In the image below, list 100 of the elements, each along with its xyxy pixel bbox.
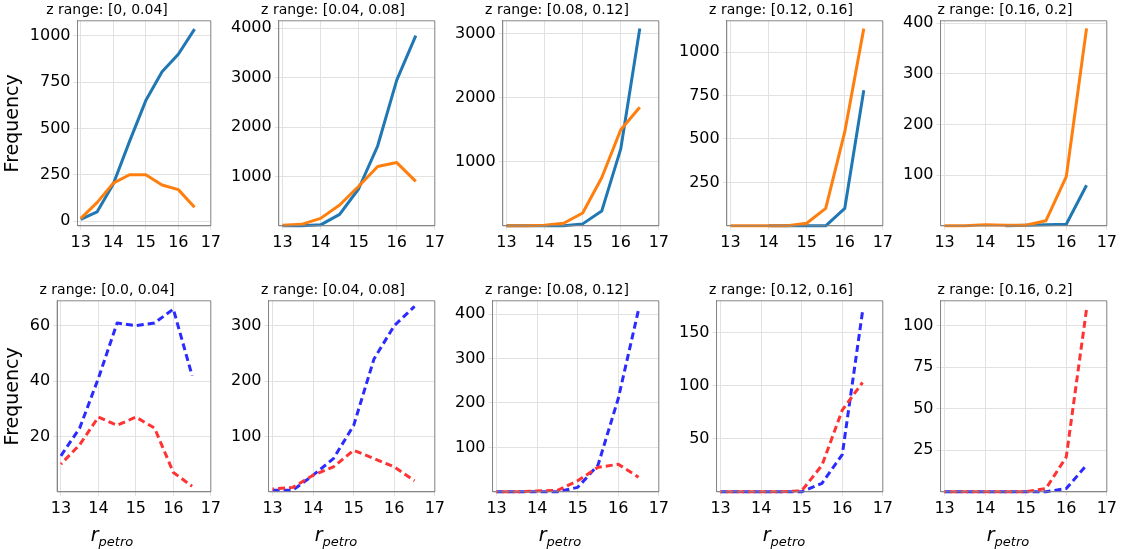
y-tick-label: 300 [902,63,934,83]
y-tick-label: 300 [454,347,486,367]
x-tick-label: 16 [163,497,184,517]
y-tick-label: 500 [689,128,720,148]
line-series [495,462,641,494]
x-tick-label: 13 [50,497,72,517]
y-tick-label: 250 [39,163,71,183]
x-tick-label: 16 [1056,231,1077,251]
line-series [59,415,194,488]
chart-title: z range: [0.04, 0.08] [261,1,405,18]
x-tick-label: 15 [791,497,812,517]
x-tick-label: 17 [648,497,669,517]
x-tick-label: 13 [720,231,741,251]
x-tick-label: 16 [834,231,855,251]
x-tick-label: 17 [648,231,669,251]
x-tick-label: 16 [608,497,629,517]
x-tick-label: 17 [200,231,221,251]
x-tick-label: 15 [572,231,593,251]
x-tick-label: 13 [934,231,955,251]
x-tick-label: 14 [302,497,324,517]
x-tick-label: 15 [348,231,369,251]
y-tick-label: 4000 [231,17,272,37]
x-tick-label: 13 [272,231,293,251]
x-tick-label: 14 [974,231,996,251]
x-axis-title: r$_{petro}$ [985,523,1031,549]
chart-title: z range: [0.08, 0.12] [485,1,629,18]
x-tick-label: 15 [125,497,147,517]
x-tick-label: 14 [310,231,331,251]
y-tick-label: 3000 [231,66,272,86]
y-axis-title: Frequency [0,74,23,173]
x-tick-label: 16 [832,497,853,517]
chart-title: z range: [0.12, 0.16] [709,281,853,298]
line-series [943,307,1089,494]
x-tick-label: 15 [1015,231,1036,251]
y-tick-label: 200 [902,113,934,133]
y-tick-label: 2000 [231,116,272,136]
line-series [271,304,417,492]
x-tick-label: 17 [424,497,445,517]
chart-title: z range: [0.08, 0.12] [485,281,629,298]
y-tick-label: 300 [230,314,262,334]
y-tick-label: 400 [902,12,934,32]
x-tick-label: 13 [262,497,283,517]
y-tick-label: 100 [678,374,710,394]
x-tick-label: 13 [486,497,507,517]
x-tick-label: 15 [796,231,817,251]
y-tick-label: 20 [29,425,51,445]
y-axis-title: Frequency [0,347,23,446]
x-tick-label: 17 [1096,231,1117,251]
line-series [719,309,865,494]
y-tick-label: 500 [39,117,71,137]
y-tick-label: 50 [689,427,710,447]
y-tick-label: 400 [454,303,486,323]
x-tick-label: 14 [526,497,548,517]
y-tick-label: 100 [902,164,934,184]
x-axis-title: r$_{petro}$ [761,523,807,549]
y-tick-label: 50 [913,397,934,417]
y-tick-label: 1000 [679,41,720,61]
x-axis-title: r$_{petro}$ [537,523,583,549]
x-tick-label: 15 [135,231,156,251]
chart-title: z range: [0, 0.04] [46,1,168,18]
y-tick-label: 2000 [455,86,496,106]
y-tick-label: 750 [689,84,720,104]
x-tick-label: 13 [710,497,731,517]
x-tick-label: 15 [1015,497,1036,517]
x-tick-label: 13 [70,231,91,251]
x-tick-label: 16 [1056,497,1077,517]
y-tick-label: 200 [230,370,262,390]
x-tick-label: 17 [1096,497,1117,517]
y-tick-label: 40 [29,370,51,390]
x-tick-label: 16 [610,231,631,251]
y-tick-label: 100 [230,425,262,445]
x-tick-label: 17 [200,497,221,517]
x-tick-label: 14 [534,231,555,251]
x-tick-label: 13 [934,497,955,517]
y-tick-label: 200 [454,392,486,412]
y-tick-label: 750 [39,71,71,91]
x-axis-title: r$_{petro}$ [313,523,359,549]
y-tick-label: 250 [689,171,720,191]
y-tick-label: 25 [913,439,934,459]
line-series [719,381,865,494]
y-tick-label: 1000 [455,150,496,170]
y-tick-label: 60 [29,314,51,334]
x-tick-label: 13 [496,231,517,251]
x-tick-label: 16 [386,231,407,251]
chart-title: z range: [0.04, 0.08] [261,281,405,298]
chart-title: z range: [0.0, 0.04] [39,281,175,298]
x-tick-label: 16 [384,497,405,517]
y-tick-label: 100 [454,436,486,456]
y-tick-label: 1000 [29,24,71,44]
y-tick-label: 75 [913,356,934,376]
line-series [59,307,194,458]
x-tick-label: 16 [168,231,189,251]
y-tick-label: 1000 [231,165,272,185]
y-tick-label: 150 [678,321,710,341]
x-tick-label: 14 [750,497,772,517]
y-tick-label: 100 [902,314,934,334]
chart-title: z range: [0.16, 0.2] [937,1,1073,18]
x-tick-label: 17 [424,231,445,251]
x-tick-label: 14 [88,497,109,517]
line-series [495,308,641,494]
